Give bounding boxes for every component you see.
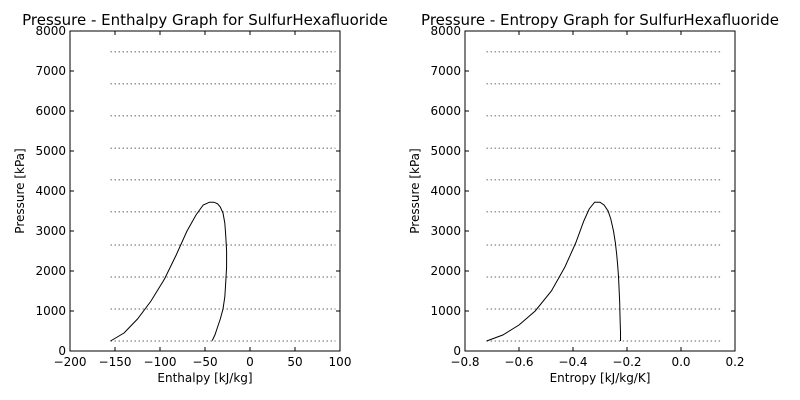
y-tick-label: 3000	[35, 224, 66, 238]
x-tick-label: −50	[192, 355, 217, 369]
y-tick-label: 4000	[35, 184, 66, 198]
y-tick-label: 1000	[35, 304, 66, 318]
x-axis-label: Enthalpy [kJ/kg]	[157, 371, 252, 385]
x-tick-label: 0.2	[725, 355, 744, 369]
y-tick-label: 5000	[430, 144, 461, 158]
y-axis-label: Pressure [kPa]	[13, 148, 27, 233]
y-axis-ticks: 0 1000 2000 3000 4000 5000 6000 7000 8000	[35, 24, 340, 358]
saturation-dome-line	[110, 201, 228, 342]
chart-pressure-enthalpy: Pressure - Enthalpy Graph for SulfurHexa…	[13, 11, 388, 385]
y-tick-label: 6000	[430, 104, 461, 118]
x-tick-label: −150	[99, 355, 132, 369]
x-tick-label: −0.8	[450, 355, 479, 369]
y-tick-label: 2000	[35, 264, 66, 278]
x-tick-label: 100	[329, 355, 352, 369]
x-tick-label: −0.6	[504, 355, 533, 369]
chart-title: Pressure - Entropy Graph for SulfurHexaf…	[421, 11, 779, 29]
x-axis-ticks: −200 −150 −100 −50 0 50 100	[54, 31, 352, 369]
y-tick-label: 3000	[430, 224, 461, 238]
saturation-curves	[486, 201, 622, 342]
y-tick-label: 0	[58, 344, 66, 358]
x-tick-label: −0.2	[612, 355, 641, 369]
x-tick-label: 0.0	[671, 355, 690, 369]
y-axis-label: Pressure [kPa]	[408, 148, 422, 233]
y-tick-label: 8000	[430, 24, 461, 38]
y-tick-label: 0	[453, 344, 461, 358]
y-tick-label: 6000	[35, 104, 66, 118]
y-tick-label: 1000	[430, 304, 461, 318]
y-tick-label: 8000	[35, 24, 66, 38]
chart-title: Pressure - Enthalpy Graph for SulfurHexa…	[22, 11, 388, 29]
saturation-dome-line	[486, 201, 622, 342]
saturation-curves	[110, 201, 228, 342]
x-tick-label: −100	[144, 355, 177, 369]
x-tick-label: −200	[54, 355, 87, 369]
chart-pressure-entropy: Pressure - Entropy Graph for SulfurHexaf…	[408, 11, 779, 385]
isobar-lines	[486, 51, 722, 342]
y-tick-label: 5000	[35, 144, 66, 158]
y-tick-label: 7000	[430, 64, 461, 78]
x-tick-label: 0	[246, 355, 254, 369]
plot-area-frame	[69, 30, 341, 352]
y-tick-label: 7000	[35, 64, 66, 78]
y-tick-label: 2000	[430, 264, 461, 278]
x-tick-label: −0.4	[558, 355, 587, 369]
x-axis-ticks: −0.8 −0.6 −0.4 −0.2 0.0 0.2	[450, 31, 745, 369]
y-axis-ticks: 0 1000 2000 3000 4000 5000 6000 7000 8000	[430, 24, 735, 358]
plot-area-frame	[464, 30, 736, 352]
y-tick-label: 4000	[430, 184, 461, 198]
x-tick-label: 50	[287, 355, 302, 369]
x-axis-label: Entropy [kJ/kg/K]	[550, 371, 651, 385]
